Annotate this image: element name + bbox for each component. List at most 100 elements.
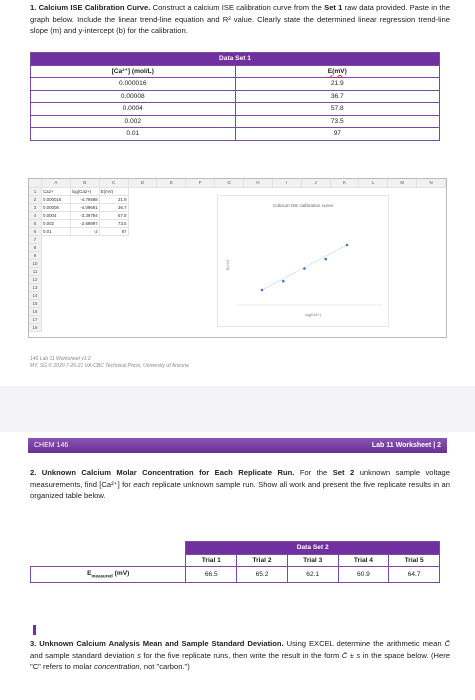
column-letter: H [244, 179, 273, 188]
column-letter: E [157, 179, 187, 188]
column-letter: F [186, 179, 216, 188]
row-label: Emeasured (mV) [29, 566, 187, 583]
trial-header: Trial 4 [337, 553, 390, 567]
table-cell: 73.5 [234, 114, 440, 128]
q2-text: replicate unknown sample run. Show all w… [30, 479, 450, 501]
page-gap [0, 386, 475, 432]
table-cell: 21.9 [234, 77, 440, 91]
question-2: 2. Unknown Calcium Molar Concentration f… [30, 467, 450, 502]
column-letter: D [128, 179, 158, 188]
symbol: E [87, 570, 92, 578]
table-cell: 0.002 [30, 114, 236, 128]
data-point [345, 243, 349, 247]
subscript: measured [91, 573, 113, 579]
q3-text: in the space below. (Here "C" refers to … [30, 650, 450, 672]
row-number: 10 [29, 260, 42, 268]
column-header: [Ca²⁺] (mol/L) [30, 64, 236, 78]
measurement-cell: 65.2 [236, 566, 288, 583]
y-axis-label: E(mV) [226, 260, 230, 270]
sheet-cell: 57.8 [99, 212, 129, 220]
q2-text: unknown sample voltage measurements, fin… [30, 468, 450, 489]
sheet-cell: 97 [99, 228, 129, 236]
q3-text: for the five replicate runs, then write … [140, 650, 342, 660]
footer-line: MY, SG © 2020 7-26-21 UA-CBC Technical P… [30, 363, 189, 369]
row-number: 14 [29, 292, 42, 300]
blank-cell [31, 542, 186, 555]
column-letter: G [215, 179, 244, 188]
table-title: Data Set 1 [30, 52, 440, 66]
q3-symbol: C̄ ± s [341, 650, 361, 660]
column-letter: N [417, 179, 446, 188]
column-letter: C [99, 179, 129, 188]
q3-symbol: C̄ [444, 639, 450, 648]
measurement-cell: 64.7 [388, 566, 440, 583]
trial-header-row: Trial 1 Trial 2 Trial 3 Trial 4 Trial 5 [31, 553, 440, 567]
q3-emphasis: concentration [94, 662, 140, 671]
measurement-row: Emeasured (mV) 66.5 65.2 62.1 60.9 64.7 [29, 566, 440, 583]
sheet-cell: -4.09691 [70, 204, 100, 212]
table-cell: 0.00008 [30, 89, 236, 103]
q2-set: Set 2 [332, 468, 355, 477]
row-number: 16 [29, 308, 42, 316]
q1-text: Construct a calcium ISE calibration curv… [150, 3, 325, 12]
row-number: 4 [29, 212, 42, 220]
table-row: 0.00008 36.7 [30, 89, 440, 103]
data-set-1-table: Data Set 1 [Ca²⁺] (mol/L) E(mV) 0.000016 2… [30, 52, 440, 141]
blank-cell [31, 554, 186, 567]
row-number: 9 [29, 252, 42, 260]
table-cell: 0.0004 [30, 102, 236, 116]
column-letter: I [272, 179, 302, 188]
table-row: 0.0004 57.8 [30, 102, 440, 116]
q3-text: , not "carbon.") [139, 662, 190, 671]
column-letter: K [330, 179, 360, 188]
row-number: 6 [29, 228, 42, 236]
table-cell: 36.7 [234, 89, 440, 103]
column-letter: A [42, 179, 71, 188]
q1-text: raw data provided. Paste in the graph be… [30, 3, 450, 35]
trial-header: Trial 1 [185, 553, 238, 567]
sheet-cell: 0.000016 [42, 196, 71, 204]
trial-header: Trial 5 [388, 553, 440, 567]
table-row: 0.01 97 [30, 127, 440, 141]
table-cell: 0.01 [30, 127, 236, 141]
sheet-cell: -2.69897 [70, 220, 100, 228]
question-1: 1. Calcium ISE Calibration Curve. Constr… [30, 2, 450, 37]
row-number: 18 [29, 324, 42, 332]
table-body: 0.000016 21.9 0.00008 36.7 0.0004 57.8 0.002 73… [30, 77, 440, 141]
row-number: 1 [29, 188, 42, 196]
data-point [324, 257, 328, 261]
row-number: 5 [29, 220, 42, 228]
row-number: 3 [29, 204, 42, 212]
measurement-cell: 66.5 [185, 566, 238, 583]
sheet-cell: 36.7 [99, 204, 129, 212]
row-number: 12 [29, 276, 42, 284]
sheet-cell: Ca2+ [42, 188, 71, 196]
row-number: 15 [29, 300, 42, 308]
page-header-bar: CHEM 146 Lab 11 Worksheet | 2 [28, 438, 447, 453]
sheet-cell: log(Ca2+) [70, 188, 100, 196]
table-cell: 57.8 [234, 102, 440, 116]
sheet-cell: 0.01 [42, 228, 71, 236]
sheet-cell: 0.0004 [42, 212, 71, 220]
embedded-chart: Calcium ISE calibration curve log[Ca2+] E(… [217, 195, 389, 327]
cursor-marker [33, 625, 36, 635]
footer-line: 146 Lab 11 Worksheet v1.2 [30, 356, 91, 362]
q3-text: and sample standard deviation [30, 650, 138, 660]
sheet-cell: -4.79588 [70, 196, 100, 204]
q2-text: For the [294, 468, 333, 477]
table-row: 0.000016 21.9 [30, 77, 440, 91]
chart-frame [217, 195, 389, 327]
q1-set: Set 1 [324, 3, 343, 12]
table-cell: 97 [234, 127, 440, 141]
worksheet-label: Lab 11 Worksheet | 2 [371, 442, 441, 449]
sheet-cell: 0.002 [42, 220, 71, 228]
sheet-cell: 21.9 [99, 196, 129, 204]
row-number: 11 [29, 268, 42, 276]
corner-cell [29, 179, 42, 188]
column-letter: J [301, 179, 331, 188]
sheet-cell: 73.5 [99, 220, 129, 228]
unit: (mV) [112, 570, 130, 578]
data-point [281, 279, 285, 283]
